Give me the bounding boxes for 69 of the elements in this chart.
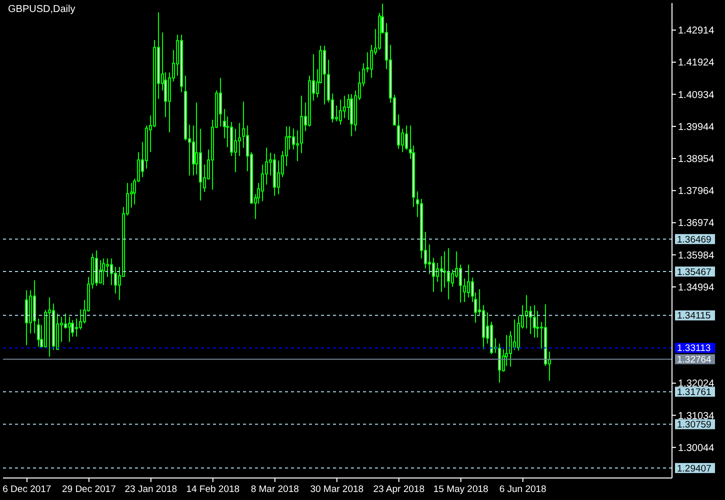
- candlestick: [509, 330, 512, 368]
- candlestick: [459, 264, 462, 304]
- candlestick: [447, 248, 450, 300]
- ref-line-label: 1.32764: [677, 354, 712, 366]
- candlestick: [106, 258, 109, 278]
- candlestick: [37, 318, 40, 348]
- x-tick-label: 29 Dec 2017: [62, 484, 116, 495]
- candlestick: [401, 128, 404, 153]
- candlestick: [79, 308, 82, 330]
- x-tick-label: 6 Dec 2017: [2, 484, 52, 495]
- candlestick: [343, 95, 346, 119]
- x-tick-label: 6 Jun 2018: [499, 484, 546, 495]
- candlestick: [64, 313, 67, 330]
- candlestick: [529, 306, 532, 335]
- candlestick: [467, 264, 470, 298]
- y-tick-label: 1.39944: [678, 122, 715, 133]
- ref-line-label: 1.30759: [677, 420, 712, 431]
- candlestick: [339, 99, 342, 126]
- candlestick: [68, 316, 71, 342]
- ref-line-label: 1.34115: [677, 310, 711, 322]
- chart-title: GBPUSD,Daily: [8, 4, 76, 16]
- x-tick-label: 15 May 2018: [433, 484, 488, 495]
- candlestick: [261, 164, 264, 202]
- candlestick: [533, 304, 536, 338]
- candlestick: [99, 260, 102, 284]
- candlestick: [323, 45, 326, 105]
- candlestick: [234, 128, 237, 173]
- y-tick-label: 1.36974: [678, 218, 715, 230]
- candlestick: [238, 122, 241, 157]
- x-tick-label: 23 Jan 2018: [124, 484, 178, 495]
- candlestick: [48, 296, 51, 358]
- y-tick-label: 1.37964: [678, 186, 715, 198]
- x-tick-label: 8 Mar 2018: [250, 484, 299, 495]
- candlestick: [370, 44, 373, 78]
- ref-line-label: 1.36469: [677, 234, 712, 246]
- y-tick-label: 1.35984: [678, 250, 715, 262]
- candlestick: [347, 94, 350, 121]
- ref-line-label: 1.33113: [677, 343, 711, 354]
- candlestick: [219, 77, 222, 128]
- y-tick-label: 1.41924: [678, 58, 715, 69]
- y-tick-label: 1.40934: [678, 90, 715, 101]
- y-tick-label: 1.31034: [678, 410, 715, 422]
- candlestick: [436, 262, 439, 282]
- y-tick-label: 1.32024: [678, 378, 715, 390]
- candlestick: [432, 257, 435, 292]
- candlestick: [75, 318, 78, 338]
- ref-line-label: 1.31761: [677, 387, 712, 398]
- x-tick-label: 14 Feb 2018: [186, 484, 240, 495]
- candlestick: [25, 290, 28, 346]
- candlestick: [451, 269, 454, 288]
- ref-line-label: 1.35467: [677, 266, 712, 278]
- candlestick: [513, 318, 516, 350]
- y-tick-label: 1.30044: [678, 442, 715, 454]
- y-tick-label: 1.38954: [678, 154, 715, 165]
- candlestick: [428, 244, 431, 275]
- y-tick-label: 1.42914: [678, 26, 715, 37]
- candlestick: [114, 266, 117, 294]
- ref-line-label: 1.29407: [677, 463, 712, 474]
- candlestick: [292, 128, 295, 150]
- candlestick: [440, 256, 443, 292]
- candlestick: [405, 125, 408, 150]
- candlestick: [397, 114, 400, 150]
- candlestick: [498, 342, 501, 384]
- x-tick-label: 23 Apr 2018: [373, 484, 424, 495]
- candlestick: [110, 258, 113, 286]
- x-tick-label: 30 Mar 2018: [310, 484, 364, 495]
- candlestick: [443, 250, 446, 288]
- candlestick: [102, 258, 105, 286]
- y-tick-label: 1.34994: [678, 282, 715, 294]
